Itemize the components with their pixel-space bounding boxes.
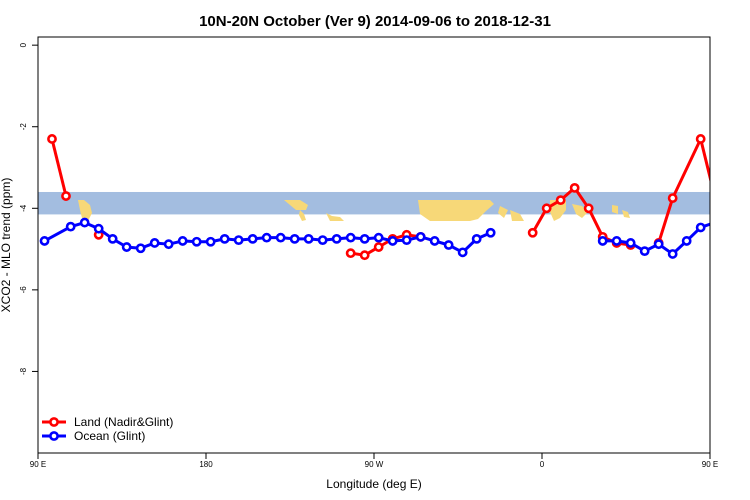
data-point: [709, 194, 710, 198]
data-point: [739, 235, 746, 242]
world-map-band: [38, 191, 710, 221]
data-point: [527, 227, 538, 238]
y-tick-label: -2: [19, 123, 28, 131]
data-point: [275, 232, 286, 243]
data-point: [611, 236, 622, 246]
data-point: [219, 233, 230, 244]
y-tick-label: -8: [19, 367, 28, 375]
data-point: [39, 236, 50, 246]
series-ocean: [39, 217, 746, 259]
land-shape: [612, 205, 618, 214]
data-point: [247, 233, 258, 244]
data-point: [695, 134, 706, 144]
land-shape: [78, 200, 92, 221]
data-point: [177, 236, 188, 246]
data-point: [205, 236, 216, 247]
data-point: [401, 235, 412, 246]
data-point: [555, 195, 566, 206]
data-point: [443, 240, 454, 250]
data-point: [625, 238, 636, 248]
legend-label: Land (Nadir&Glint): [74, 415, 173, 429]
series-line: [657, 137, 710, 244]
data-point: [345, 232, 356, 243]
series-line: [50, 138, 68, 197]
data-point: [233, 235, 244, 246]
data-point: [345, 248, 356, 259]
legend-label: Ocean (Glint): [74, 429, 145, 443]
data-point: [667, 193, 678, 203]
data-point: [597, 236, 608, 246]
data-point: [61, 191, 71, 201]
data-point: [639, 246, 650, 257]
x-tick-label: 90 E: [702, 460, 718, 469]
series-line: [602, 222, 710, 256]
data-point: [191, 236, 202, 247]
land-shape: [622, 210, 630, 218]
data-point: [429, 236, 440, 246]
legend: Land (Nadir&Glint)Ocean (Glint): [42, 415, 173, 443]
chart-title: 10N-20N October (Ver 9) 2014-09-06 to 20…: [199, 13, 551, 30]
data-point: [541, 203, 552, 214]
series-layer: [39, 134, 746, 261]
legend-swatch-marker: [49, 417, 59, 427]
data-point: [107, 233, 118, 244]
y-axis-label: XCO2 - MLO trend (ppm): [0, 178, 13, 313]
y-tick-label: 0: [19, 42, 28, 47]
x-tick-label: 90 E: [30, 460, 46, 469]
data-point: [163, 239, 174, 250]
data-point: [317, 235, 328, 246]
data-point: [583, 203, 594, 214]
data-point: [359, 250, 370, 261]
x-axis-label: Longitude (deg E): [326, 477, 421, 491]
data-point: [681, 236, 692, 246]
data-point: [79, 217, 90, 228]
data-point: [359, 233, 370, 244]
x-tick-label: 90 W: [365, 460, 384, 469]
x-tick-label: 0: [540, 460, 545, 469]
data-point: [569, 183, 580, 193]
land-shape: [510, 210, 524, 221]
data-point: [303, 233, 314, 244]
data-point: [457, 247, 468, 258]
y-axis: 0 -2 -4 -6 -8: [19, 42, 38, 375]
legend-swatch-marker: [49, 431, 59, 441]
data-point: [93, 223, 104, 234]
data-point: [725, 225, 732, 232]
land-shape: [299, 210, 306, 221]
data-point: [667, 249, 678, 259]
land-shape: [498, 206, 508, 218]
x-axis: 90 E 180 90 W 0 90 E: [30, 453, 718, 469]
x-tick-label: 180: [199, 460, 213, 469]
data-point: [289, 233, 300, 244]
data-point: [387, 236, 398, 246]
land-shape: [326, 213, 344, 221]
data-point: [65, 221, 76, 232]
land-shape: [418, 200, 494, 221]
data-point: [331, 233, 342, 244]
y-tick-label: -6: [19, 286, 28, 294]
data-point: [471, 233, 482, 244]
data-point: [261, 232, 272, 243]
ocean-fill: [38, 191, 710, 215]
data-point: [653, 239, 664, 250]
land-shape: [572, 204, 588, 218]
data-point: [739, 231, 746, 238]
data-point: [47, 134, 57, 144]
data-point: [149, 238, 160, 248]
data-point: [373, 242, 384, 252]
data-point: [121, 242, 132, 252]
data-point: [135, 243, 146, 254]
data-point: [485, 227, 496, 238]
y-tick-label: -4: [19, 204, 28, 212]
land-shape: [284, 200, 308, 210]
data-point: [373, 232, 384, 243]
data-point: [415, 231, 426, 242]
data-point: [709, 221, 710, 225]
data-point: [695, 222, 706, 233]
